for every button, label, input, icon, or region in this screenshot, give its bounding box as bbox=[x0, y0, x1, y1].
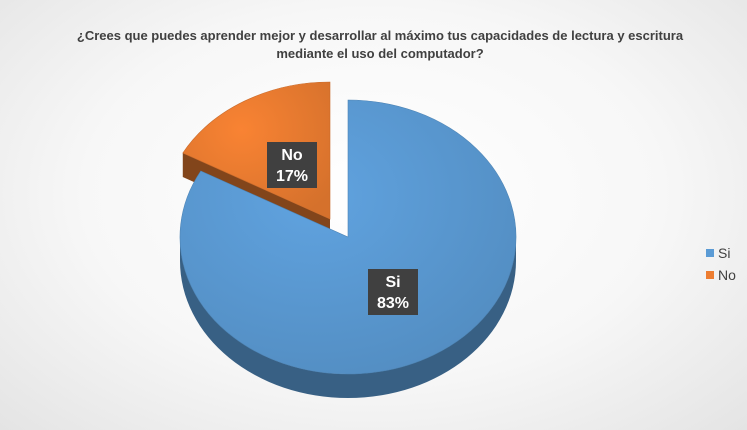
legend-swatch-no bbox=[706, 271, 714, 279]
legend-item-no: No bbox=[706, 264, 736, 286]
legend: Si No bbox=[706, 242, 736, 286]
data-label-si: Si 83% bbox=[368, 269, 418, 315]
legend-swatch-si bbox=[706, 249, 714, 257]
data-label-category-no: No bbox=[281, 147, 303, 164]
chart-title: ¿Crees que puedes aprender mejor y desar… bbox=[76, 28, 684, 61]
legend-label-no: No bbox=[718, 267, 736, 283]
pie-slice-si bbox=[179, 99, 517, 375]
legend-item-si: Si bbox=[706, 242, 736, 264]
data-label-value-no: 17% bbox=[276, 168, 308, 185]
data-label-value-si: 83% bbox=[377, 295, 409, 312]
pie-slice-side-si bbox=[180, 237, 516, 398]
data-label-no: No 17% bbox=[267, 142, 317, 188]
legend-label-si: Si bbox=[718, 245, 731, 261]
data-label-category-si: Si bbox=[385, 274, 400, 291]
